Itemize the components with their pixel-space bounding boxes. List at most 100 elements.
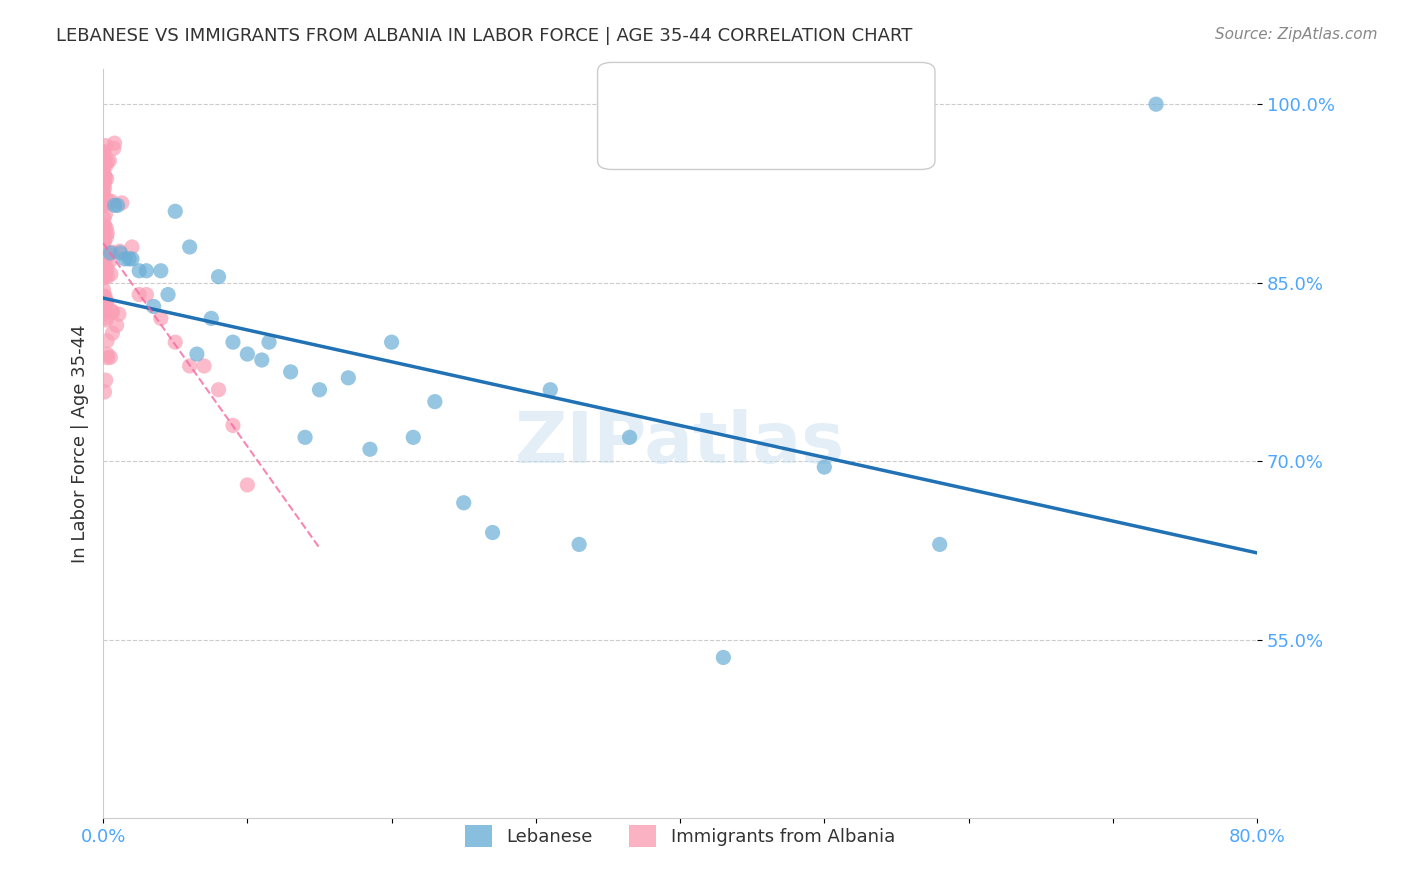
Point (98, 246, 121, 260)
Point (94, 289, 117, 303)
Point (135, 264, 157, 278)
Point (121, 252, 143, 266)
Point (105, 318, 128, 333)
Text: LEBANESE VS IMMIGRANTS FROM ALBANIA IN LABOR FORCE | AGE 35-44 CORRELATION CHART: LEBANESE VS IMMIGRANTS FROM ALBANIA IN L… (56, 27, 912, 45)
Point (308, 383, 330, 397)
Point (93, 283, 115, 297)
Point (186, 347, 208, 361)
Point (101, 245, 124, 260)
Point (114, 252, 136, 266)
Text: ■: ■ (628, 91, 650, 111)
Point (93, 167, 115, 181)
Point (294, 430, 316, 444)
Point (93, 290, 115, 304)
Point (111, 195, 134, 210)
Point (93, 211, 115, 226)
Point (257, 335, 280, 350)
Point (98, 153, 121, 168)
Point (104, 198, 127, 212)
Point (94, 246, 117, 260)
Point (96, 294, 118, 309)
Point (142, 300, 165, 314)
Point (93, 248, 115, 262)
Point (93, 172, 115, 186)
Point (93, 290, 115, 304)
Point (93, 244, 115, 258)
Legend: Lebanese, Immigrants from Albania: Lebanese, Immigrants from Albania (458, 818, 903, 854)
Point (96, 334, 118, 348)
Point (538, 383, 561, 397)
Point (101, 326, 124, 341)
Point (108, 244, 131, 259)
Point (93, 153, 115, 168)
Point (619, 430, 641, 444)
Point (93, 176, 115, 190)
Point (94, 310, 117, 325)
Point (94, 138, 117, 153)
Point (94, 313, 117, 327)
Point (91, 184, 114, 198)
Point (96, 296, 118, 310)
Point (94, 159, 117, 173)
Point (94, 267, 117, 281)
Point (94, 373, 117, 387)
Point (337, 371, 360, 385)
Point (128, 287, 150, 301)
Point (93, 177, 115, 191)
Point (93, 307, 115, 321)
Point (207, 269, 229, 284)
Point (96, 221, 118, 235)
Point (96, 269, 118, 284)
Point (711, 650, 734, 665)
Point (93, 145, 115, 160)
Point (100, 194, 122, 209)
Point (93, 301, 115, 316)
Point (813, 460, 835, 475)
Point (93, 292, 115, 306)
Point (103, 136, 125, 150)
Point (98, 351, 121, 365)
Point (91, 161, 114, 175)
Point (96, 154, 118, 169)
Point (402, 430, 425, 444)
Point (103, 141, 125, 155)
Point (91, 238, 114, 252)
Point (423, 394, 446, 409)
Point (108, 307, 131, 321)
Point (91, 223, 114, 237)
Point (93, 218, 115, 232)
Point (94, 169, 117, 184)
Point (96, 261, 118, 276)
Point (93, 149, 115, 163)
Text: R = -0.110    N = 38: R = -0.110 N = 38 (654, 89, 823, 107)
Point (207, 383, 229, 397)
Point (93, 270, 115, 285)
Point (96, 226, 118, 240)
Point (93, 384, 115, 399)
Point (1144, 97, 1167, 112)
Point (96, 193, 118, 207)
Point (93, 220, 115, 235)
Point (280, 365, 302, 379)
Point (236, 347, 259, 361)
Point (179, 359, 201, 373)
Point (222, 335, 245, 350)
Point (93, 291, 115, 305)
Point (453, 496, 475, 510)
Point (93, 298, 115, 312)
Point (128, 264, 150, 278)
Text: Source: ZipAtlas.com: Source: ZipAtlas.com (1215, 27, 1378, 42)
Point (91, 186, 114, 201)
Point (93, 198, 115, 212)
Point (91, 198, 114, 212)
Point (107, 198, 129, 212)
Point (93, 270, 115, 285)
Point (359, 442, 381, 457)
Point (93, 255, 115, 269)
Point (481, 525, 503, 540)
Point (96, 230, 118, 244)
Point (98, 254, 121, 268)
Point (928, 537, 950, 551)
Point (93, 306, 115, 320)
Point (157, 287, 180, 301)
